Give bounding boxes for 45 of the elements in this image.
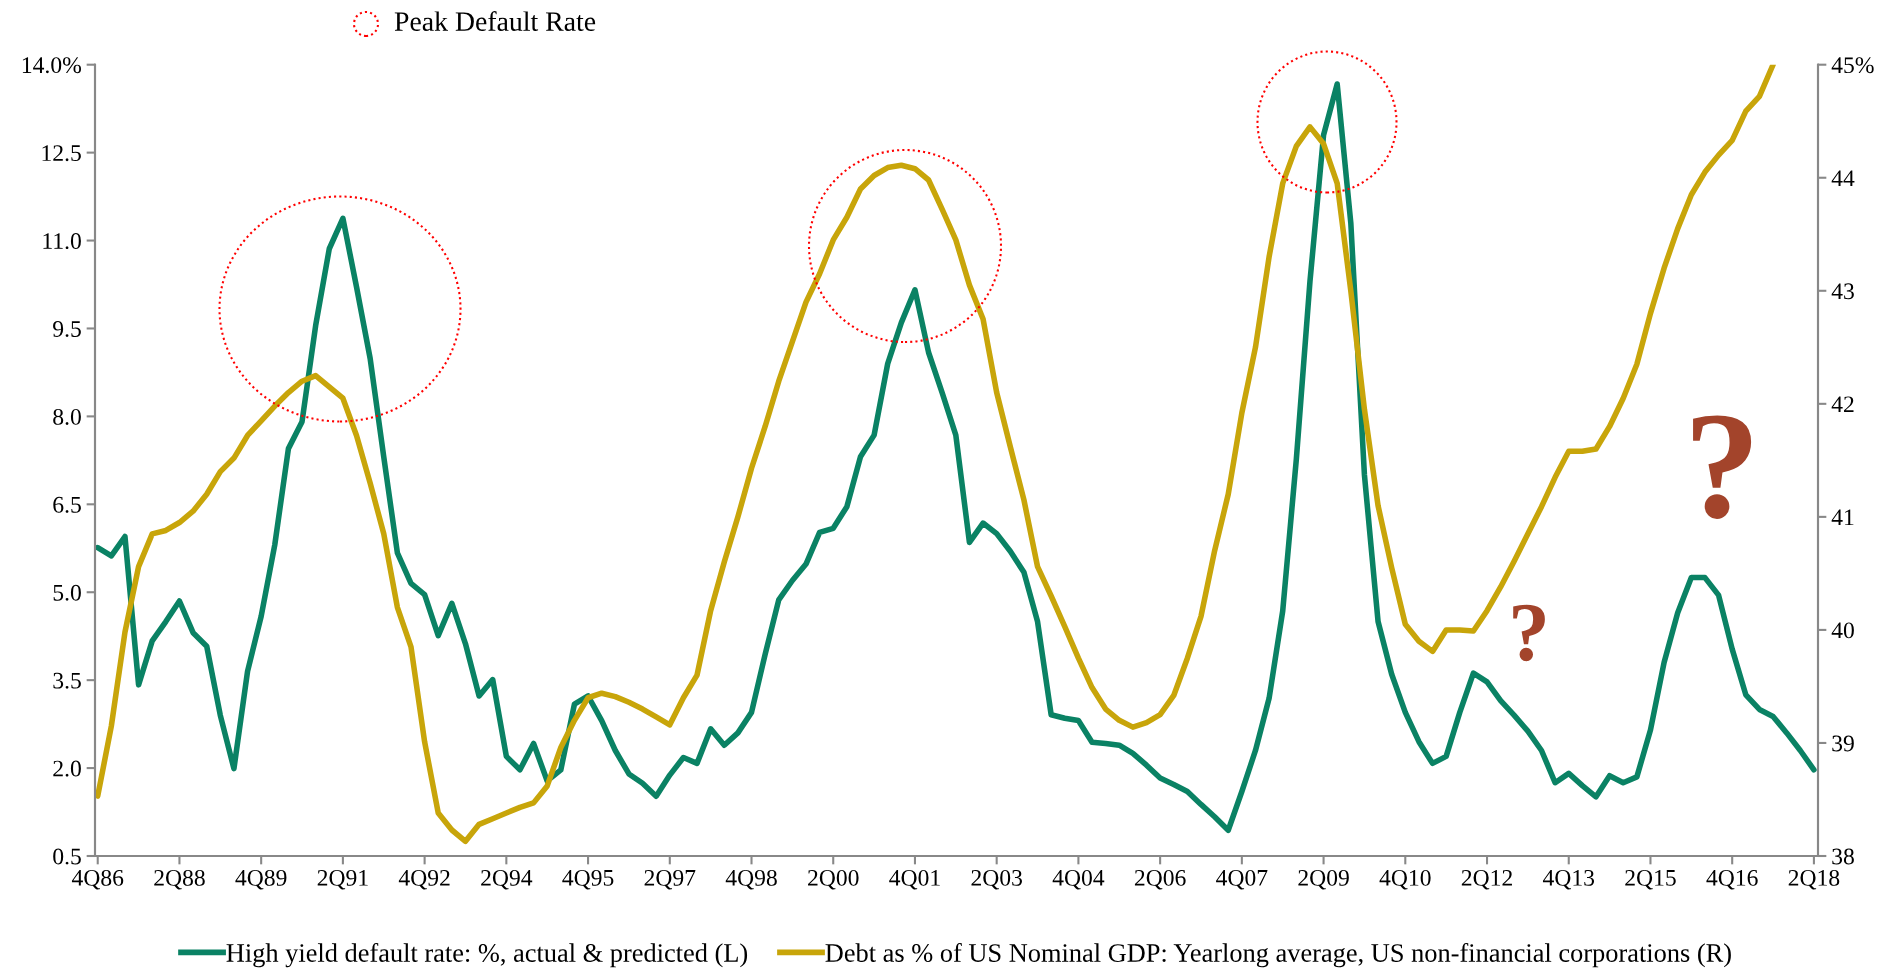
y-tick-label: 0.5 <box>53 848 81 865</box>
x-tick-label: 4Q10 <box>1379 869 1431 890</box>
x-tick-label: 4Q86 <box>71 869 124 890</box>
y2-tick-label: 38 <box>1832 848 1854 865</box>
y-tick-label: 3.5 <box>53 672 81 689</box>
x-tick-label: 2Q15 <box>1625 869 1676 890</box>
annotation: ? <box>1513 604 1545 662</box>
x-tick-label: 2Q09 <box>1298 869 1349 890</box>
y-tick-label: 8.0 <box>53 408 81 425</box>
x-tick-label: 4Q13 <box>1542 869 1595 890</box>
y-tick-label: 12.5 <box>42 145 81 162</box>
x-tick-label: 2Q94 <box>481 869 533 890</box>
y-tick-label: 2.0 <box>53 760 81 777</box>
legend-label: High yield default rate: %, actual & predicted (L) <box>226 943 748 968</box>
y-tick-label: 5.0 <box>53 584 81 601</box>
text: Peak Default Rate <box>394 11 596 31</box>
y-tick-label: 6.5 <box>53 496 81 513</box>
y2-tick-label: 44 <box>1831 170 1855 186</box>
x-tick-label: 2Q06 <box>1134 869 1186 890</box>
x-tick-label: 4Q01 <box>889 869 940 890</box>
x-tick-label: 2Q03 <box>971 869 1022 890</box>
y-tick-label: 9.5 <box>53 321 81 337</box>
y-tick-label: 11.0 <box>43 233 81 250</box>
x-tick-label: 4Q98 <box>725 869 777 890</box>
y-tick-label: 14.0% <box>22 57 81 74</box>
x-tick-label: 2Q88 <box>154 869 205 890</box>
x-tick-label: 4Q95 <box>562 869 614 890</box>
legend-label: Debt as % of US Nominal GDP: Yearlong average, US non-financial corporations (R) <box>825 943 1731 968</box>
x-tick-label: 2Q97 <box>644 869 696 890</box>
annotation: ? <box>1693 415 1752 519</box>
y2-tick-label: 43 <box>1831 283 1854 300</box>
y2-tick-label: 41 <box>1831 509 1854 526</box>
x-tick-label: 4Q07 <box>1216 869 1268 890</box>
y2-tick-label: 39 <box>1832 735 1854 752</box>
x-tick-label: 2Q12 <box>1461 869 1512 890</box>
x-tick-label: 4Q04 <box>1052 869 1105 890</box>
y2-tick-label: 45% <box>1831 57 1874 74</box>
y2-tick-label: 40 <box>1831 622 1854 639</box>
x-tick-label: 4Q89 <box>235 869 287 890</box>
x-tick-label: 2Q91 <box>317 869 368 890</box>
x-tick-label: 4Q92 <box>398 869 450 890</box>
x-tick-label: 2Q00 <box>808 869 859 890</box>
y2-tick-label: 42 <box>1831 396 1854 413</box>
x-tick-label: 4Q16 <box>1706 869 1758 890</box>
x-tick-label: 2Q18 <box>1788 869 1840 890</box>
